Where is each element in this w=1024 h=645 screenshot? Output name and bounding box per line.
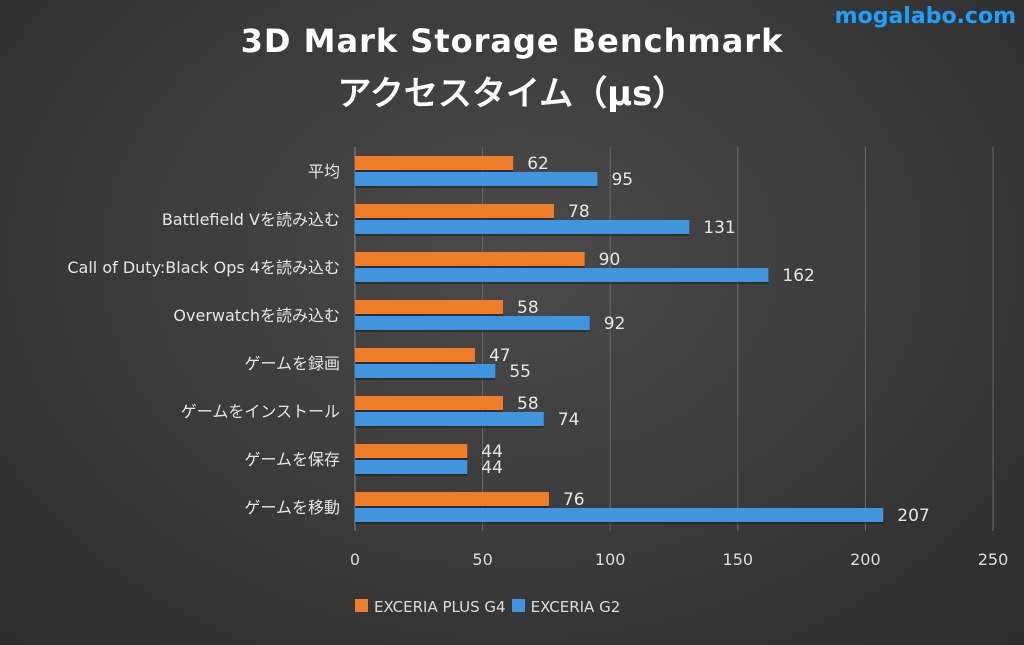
data-label: 58: [517, 298, 539, 318]
legend-label: EXCERIA PLUS G4: [374, 598, 506, 616]
data-label: 62: [527, 154, 549, 174]
data-label: 95: [611, 170, 633, 190]
bar: [355, 348, 475, 362]
data-label: 207: [897, 506, 929, 526]
x-tick-label: 50: [472, 550, 492, 569]
legend-item-1: EXCERIA G2: [511, 598, 621, 616]
bar: [355, 220, 690, 234]
data-label: 55: [509, 362, 531, 382]
bar: [355, 364, 496, 378]
bar: [355, 268, 769, 282]
bar: [355, 156, 514, 170]
y-category-label: 平均: [308, 162, 340, 181]
y-category-label: Overwatchを読み込む: [173, 306, 340, 325]
x-tick-label: 250: [978, 550, 1009, 569]
bar: [355, 172, 598, 186]
data-label: 78: [568, 202, 590, 222]
data-label: 74: [558, 410, 580, 430]
x-tick-label: 150: [723, 550, 754, 569]
y-category-label: ゲームをインストール: [181, 402, 340, 421]
bar: [355, 316, 590, 330]
data-label: 47: [489, 346, 511, 366]
bar: [355, 460, 468, 474]
data-label: 131: [703, 218, 735, 238]
bar: [355, 508, 884, 522]
legend-item-0: EXCERIA PLUS G4: [355, 598, 506, 616]
y-category-label: Call of Duty:Black Ops 4を読み込む: [67, 258, 340, 277]
chart-title: 3D Mark Storage Benchmark: [240, 22, 784, 60]
legend-swatch: [355, 599, 368, 612]
chart-subtitle: アクセスタイム（μs）: [337, 74, 687, 114]
bar: [355, 444, 468, 458]
y-category-label: Battlefield Vを読み込む: [162, 210, 340, 229]
data-label: 58: [517, 394, 539, 414]
data-label: 44: [481, 442, 503, 462]
x-tick-label: 100: [595, 550, 626, 569]
bar: [355, 412, 544, 426]
y-category-label: ゲームを保存: [244, 450, 340, 469]
data-label: 90: [599, 250, 621, 270]
x-tick-label: 0: [350, 550, 360, 569]
bar: [355, 204, 555, 218]
y-category-label: ゲームを録画: [244, 354, 340, 373]
bar: [355, 492, 549, 506]
bar: [355, 396, 504, 410]
bar: [355, 252, 585, 266]
x-tick-label: 200: [850, 550, 881, 569]
data-label: 92: [604, 314, 626, 334]
y-category-label: ゲームを移動: [244, 498, 340, 517]
legend-swatch: [511, 599, 525, 612]
data-label: 44: [481, 458, 503, 478]
legend: EXCERIA PLUS G4 EXCERIA G2: [355, 598, 620, 616]
bar: [355, 300, 504, 314]
brand-logo: mogalabo.com: [834, 4, 1016, 29]
data-label: 162: [782, 266, 814, 286]
data-label: 76: [563, 490, 585, 510]
legend-label: EXCERIA G2: [530, 598, 621, 616]
